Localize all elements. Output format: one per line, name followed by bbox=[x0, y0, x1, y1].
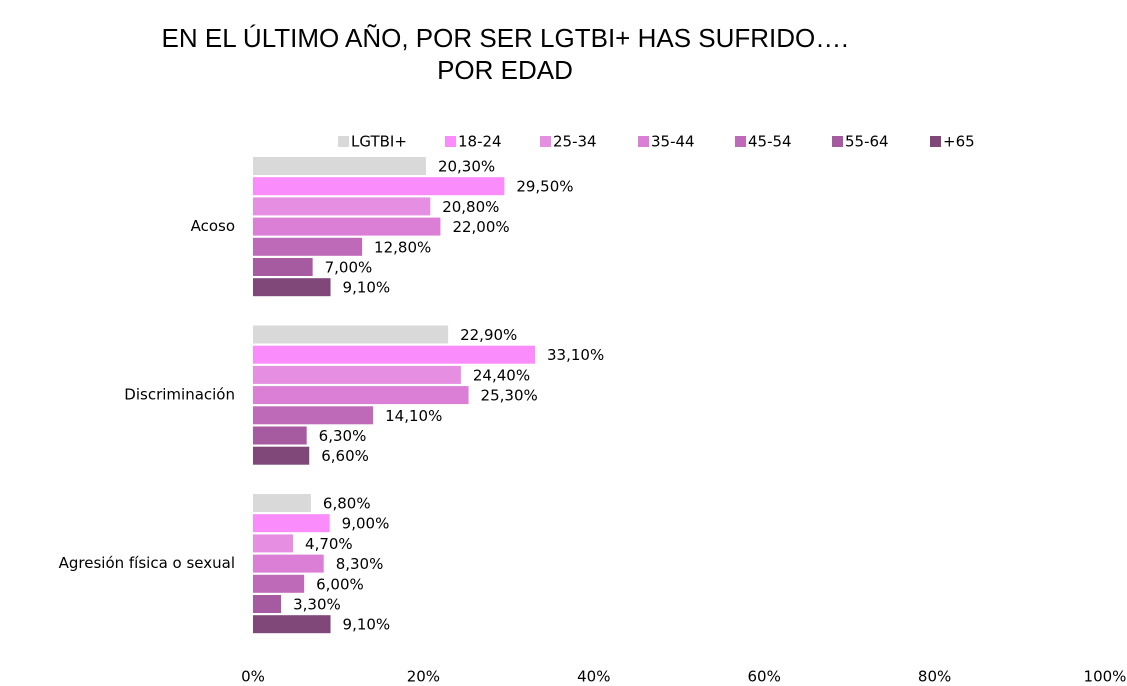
bar bbox=[253, 446, 310, 465]
value-label: 20,30% bbox=[438, 158, 495, 176]
value-label: 22,90% bbox=[460, 326, 517, 344]
value-label: 3,30% bbox=[293, 596, 341, 614]
value-label: 29,50% bbox=[516, 178, 573, 196]
x-tick-label: 100% bbox=[1084, 668, 1127, 686]
bar bbox=[253, 615, 331, 634]
x-tick-label: 60% bbox=[748, 668, 781, 686]
value-label: 9,10% bbox=[343, 616, 391, 634]
bar bbox=[253, 534, 294, 553]
value-label: 9,10% bbox=[343, 279, 391, 297]
value-label: 6,60% bbox=[321, 447, 369, 465]
value-label: 33,10% bbox=[547, 346, 604, 364]
y-tick-label: Acoso bbox=[191, 217, 235, 235]
x-tick-label: 20% bbox=[407, 668, 440, 686]
legend-swatch bbox=[445, 136, 456, 147]
bar bbox=[253, 237, 363, 256]
legend-label: 45-54 bbox=[748, 133, 792, 151]
bar bbox=[253, 426, 307, 445]
bar bbox=[253, 217, 441, 236]
legend-label: +65 bbox=[943, 133, 975, 151]
bar bbox=[253, 494, 311, 512]
value-label: 14,10% bbox=[385, 407, 442, 425]
x-tick-label: 0% bbox=[241, 668, 265, 686]
legend-label: 18-24 bbox=[458, 133, 502, 151]
bar bbox=[253, 177, 505, 196]
value-label: 6,80% bbox=[323, 495, 371, 513]
value-label: 24,40% bbox=[473, 366, 530, 384]
value-label: 25,30% bbox=[481, 387, 538, 405]
legend-swatch bbox=[338, 136, 349, 147]
value-label: 4,70% bbox=[305, 535, 353, 553]
x-tick-label: 40% bbox=[577, 668, 610, 686]
legend-label: LGTBI+ bbox=[351, 133, 407, 151]
y-tick-label: Discriminación bbox=[124, 386, 235, 404]
value-label: 22,00% bbox=[452, 218, 509, 236]
value-label: 6,30% bbox=[319, 427, 367, 445]
bar bbox=[253, 554, 324, 573]
value-label: 20,80% bbox=[442, 198, 499, 216]
bar bbox=[253, 365, 461, 384]
legend-label: 55-64 bbox=[845, 133, 889, 151]
bar bbox=[253, 258, 313, 276]
bar bbox=[253, 406, 374, 425]
value-label: 7,00% bbox=[325, 259, 373, 277]
bar bbox=[253, 325, 449, 344]
value-label: 12,80% bbox=[374, 238, 431, 256]
value-label: 8,30% bbox=[336, 555, 384, 573]
bar bbox=[253, 157, 426, 175]
legend-label: 25-34 bbox=[553, 133, 597, 151]
bar bbox=[253, 574, 305, 593]
legend-swatch bbox=[638, 136, 649, 147]
bar bbox=[253, 386, 469, 405]
legend-swatch bbox=[832, 136, 843, 147]
bar bbox=[253, 514, 330, 533]
legend-swatch bbox=[930, 136, 941, 147]
bar bbox=[253, 595, 282, 613]
legend-swatch bbox=[735, 136, 746, 147]
value-label: 6,00% bbox=[316, 575, 364, 593]
bar bbox=[253, 345, 536, 364]
value-label: 9,00% bbox=[342, 515, 390, 533]
bar bbox=[253, 278, 331, 297]
chart-title: POR EDAD bbox=[437, 55, 573, 85]
bar bbox=[253, 197, 431, 216]
x-tick-label: 80% bbox=[918, 668, 951, 686]
legend-swatch bbox=[540, 136, 551, 147]
chart-title: EN EL ÚLTIMO AÑO, POR SER LGTBI+ HAS SUF… bbox=[162, 23, 849, 53]
legend-label: 35-44 bbox=[651, 133, 695, 151]
y-tick-label: Agresión física o sexual bbox=[59, 554, 235, 572]
